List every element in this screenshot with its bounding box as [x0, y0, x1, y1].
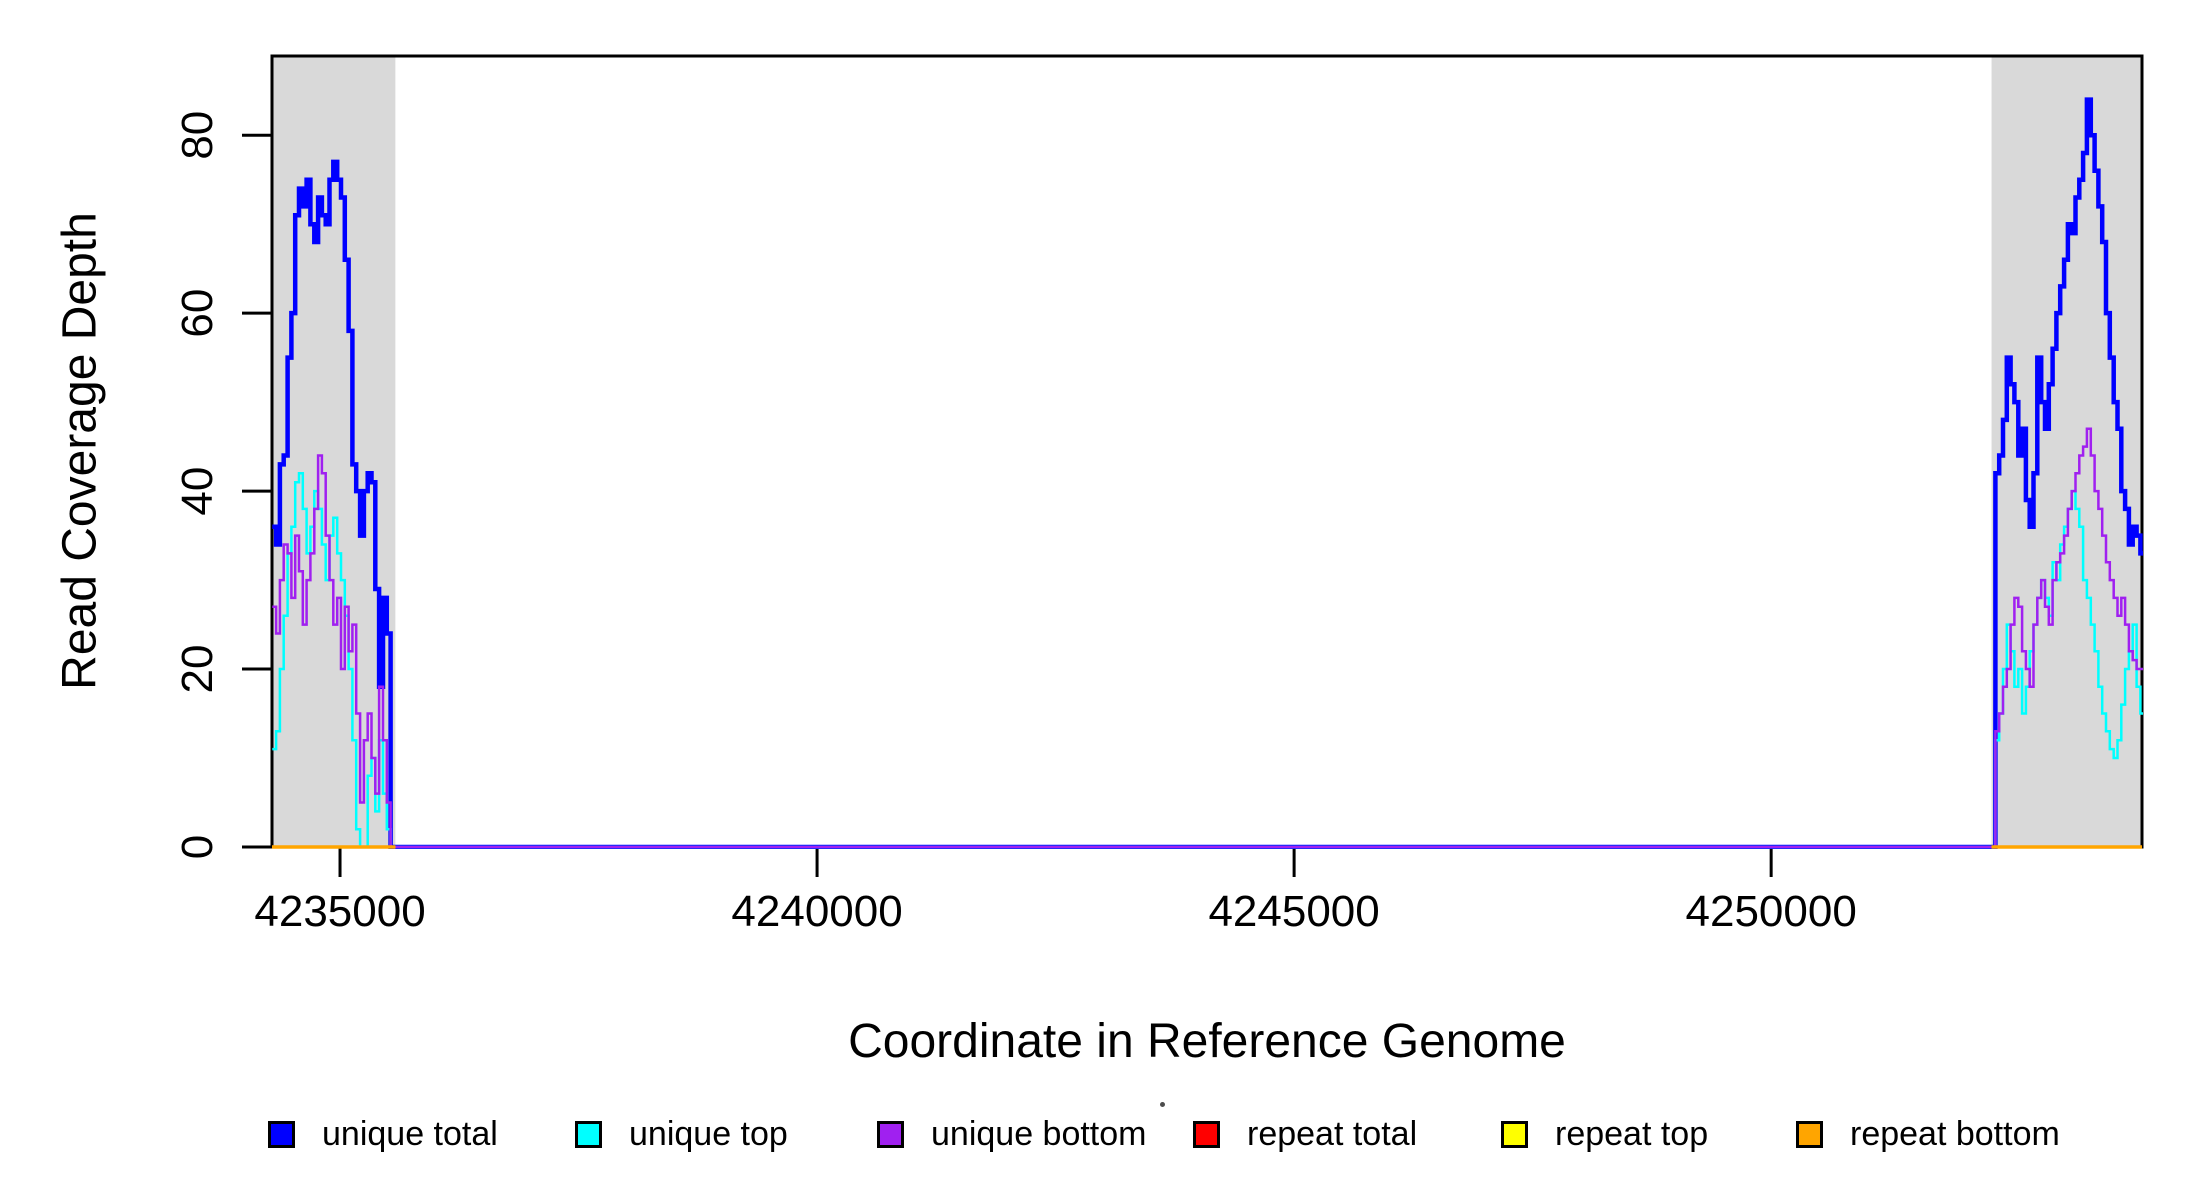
y-tick-label: 20	[173, 645, 222, 694]
series-unique-bottom	[1991, 427, 2143, 849]
y-tick-label: 40	[173, 467, 222, 516]
legend-item-unique-top: unique top	[575, 1114, 788, 1153]
series-unique-total	[272, 159, 395, 849]
y-tick-label: 0	[173, 835, 222, 859]
legend-label: repeat total	[1247, 1114, 1418, 1153]
legend-label: unique top	[629, 1114, 788, 1153]
x-axis-title: Coordinate in Reference Genome	[848, 1015, 1566, 1068]
x-tick-label: 4245000	[1208, 887, 1379, 936]
repeat-total-swatch-icon	[1193, 1120, 1220, 1148]
repeat-region-left	[272, 56, 396, 847]
repeat-top-swatch-icon	[1501, 1120, 1528, 1148]
series-unique-bottom	[272, 454, 395, 849]
legend-label: repeat top	[1555, 1114, 1709, 1153]
x-tick-label: 4240000	[731, 887, 902, 936]
legend-label: unique total	[322, 1114, 498, 1153]
y-axis-title: Read Coverage Depth	[53, 212, 107, 690]
x-tick-label: 4235000	[254, 887, 425, 936]
repeat-bottom-swatch-icon	[1796, 1120, 1823, 1148]
unique-top-swatch-icon	[575, 1120, 602, 1148]
series-unique-total	[1991, 97, 2143, 849]
legend-item-unique-bottom: unique bottom	[877, 1114, 1147, 1153]
series-layer	[272, 97, 2143, 849]
y-tick-label: 60	[173, 289, 222, 338]
unique-bottom-swatch-icon	[877, 1120, 904, 1148]
legend-label: repeat bottom	[1850, 1114, 2060, 1153]
y-tick-label: 80	[173, 111, 222, 160]
legend-item-repeat-top: repeat top	[1501, 1114, 1709, 1153]
legend-item-unique-total: unique total	[268, 1114, 498, 1153]
legend-label: unique bottom	[931, 1114, 1147, 1153]
legend-item-repeat-total: repeat total	[1193, 1114, 1418, 1153]
x-tick-label: 4250000	[1686, 887, 1857, 936]
stray-dot	[1160, 1102, 1165, 1107]
legend-item-repeat-bottom: repeat bottom	[1796, 1114, 2060, 1153]
unique-total-swatch-icon	[268, 1120, 295, 1148]
plot-frame	[270, 54, 2144, 849]
